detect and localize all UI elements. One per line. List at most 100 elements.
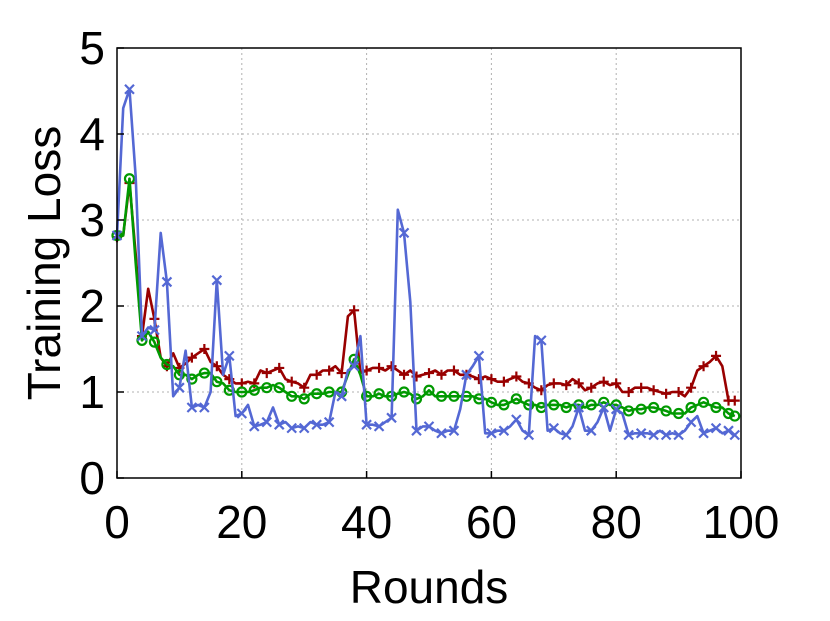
series-2-point	[298, 422, 310, 434]
series-0-point	[598, 376, 609, 387]
series-2-point	[373, 421, 385, 432]
series-0-point	[648, 385, 659, 396]
series-1	[111, 173, 741, 422]
x-axis-title: Rounds	[350, 561, 509, 613]
series-0-point	[486, 374, 497, 385]
series-1-point	[448, 390, 460, 402]
series-2-point	[448, 425, 460, 436]
y-tick-label: 4	[79, 108, 105, 160]
series-0-point	[473, 374, 484, 385]
series-0-point	[349, 305, 360, 316]
series-1-point	[485, 396, 497, 408]
series-0-point	[511, 371, 522, 382]
series-2-point	[174, 382, 185, 393]
series-1-point	[710, 401, 722, 414]
series-2-point	[498, 425, 510, 436]
series-2-point	[273, 419, 285, 430]
ticks: 0 1 2 3 4 5 0 20 40 60 80 100	[79, 22, 779, 548]
series-0-point	[698, 361, 709, 372]
series-1-point	[298, 393, 310, 405]
series-2-point	[660, 429, 672, 441]
series-2-point	[598, 402, 609, 413]
series-1-point	[186, 373, 198, 385]
series-1-point	[311, 388, 323, 400]
series-2-point	[348, 360, 360, 372]
series-0-point	[274, 362, 285, 373]
series-1-point	[660, 405, 672, 417]
y-axis-title: Training Loss	[18, 126, 70, 400]
x-tick-label: 80	[591, 496, 642, 548]
series-0-point	[261, 368, 272, 379]
series-2-point	[136, 330, 148, 342]
series-0-point	[573, 378, 584, 389]
series-1-point	[635, 403, 647, 415]
series-2-point	[423, 421, 435, 432]
series-0-point	[498, 376, 509, 387]
series-1-point	[729, 410, 741, 422]
series-2-point	[398, 227, 410, 239]
series-1-point	[648, 401, 660, 414]
x-tick-label: 20	[216, 496, 267, 548]
series-0-point	[729, 395, 740, 406]
series-2-point	[673, 429, 684, 441]
series-0-line	[116, 181, 735, 402]
series-0-point	[424, 368, 434, 379]
series-1-point	[398, 386, 410, 398]
series-0-point	[436, 369, 447, 380]
series-2-point	[286, 422, 297, 434]
series-1-point	[261, 382, 273, 394]
series-0-point	[199, 344, 210, 354]
y-tick-label: 3	[79, 194, 105, 246]
series-0-point	[311, 369, 322, 380]
series-2-point	[161, 276, 173, 288]
series-0-point	[374, 362, 385, 373]
series-2-point	[186, 402, 198, 413]
series-1-point	[722, 407, 735, 420]
series-2-point	[511, 414, 522, 425]
series-2-point	[199, 402, 210, 413]
series-1-point	[236, 386, 248, 398]
grid	[117, 48, 741, 478]
series-0-point	[586, 382, 597, 393]
series-2	[111, 84, 741, 441]
series-1-point	[623, 405, 635, 417]
y-tick-label: 2	[79, 280, 105, 332]
series-2-point	[323, 416, 335, 428]
series-2-point	[311, 419, 322, 430]
series-0-point	[186, 352, 197, 363]
x-tick-label: 100	[703, 496, 780, 548]
series-2-point	[610, 403, 622, 415]
series-0-point	[661, 388, 672, 399]
y-tick-label: 1	[79, 366, 105, 418]
series-1-point	[697, 396, 710, 408]
series-2-point	[436, 428, 447, 439]
series-0-point	[448, 365, 459, 376]
plot-frame	[116, 47, 742, 479]
series-0-point	[623, 387, 634, 397]
series-2-point	[336, 391, 347, 402]
series-0-point	[686, 382, 697, 393]
series-2-point	[261, 416, 273, 428]
series-1-point	[685, 401, 697, 414]
series-1-point	[248, 384, 260, 396]
series-1-line	[117, 177, 736, 418]
series-2-point	[648, 429, 659, 441]
series-1-point	[410, 393, 423, 405]
series-2-point	[411, 425, 422, 436]
series-1-point	[148, 336, 161, 348]
series-0-point	[211, 361, 222, 372]
series-1-point	[373, 388, 385, 400]
series-2-point	[623, 429, 634, 441]
series-2-point	[523, 429, 535, 441]
series-2-point	[249, 421, 260, 432]
series-2-point	[573, 402, 585, 413]
series-2-point	[710, 422, 722, 434]
series-1-point	[123, 173, 136, 185]
series-2-point	[149, 324, 160, 336]
series-2-point	[361, 419, 372, 430]
series-2-point	[386, 412, 397, 424]
series-1-point	[173, 369, 185, 381]
series-2-point	[585, 425, 597, 436]
series-0	[112, 178, 740, 406]
series-2-point	[224, 350, 235, 362]
